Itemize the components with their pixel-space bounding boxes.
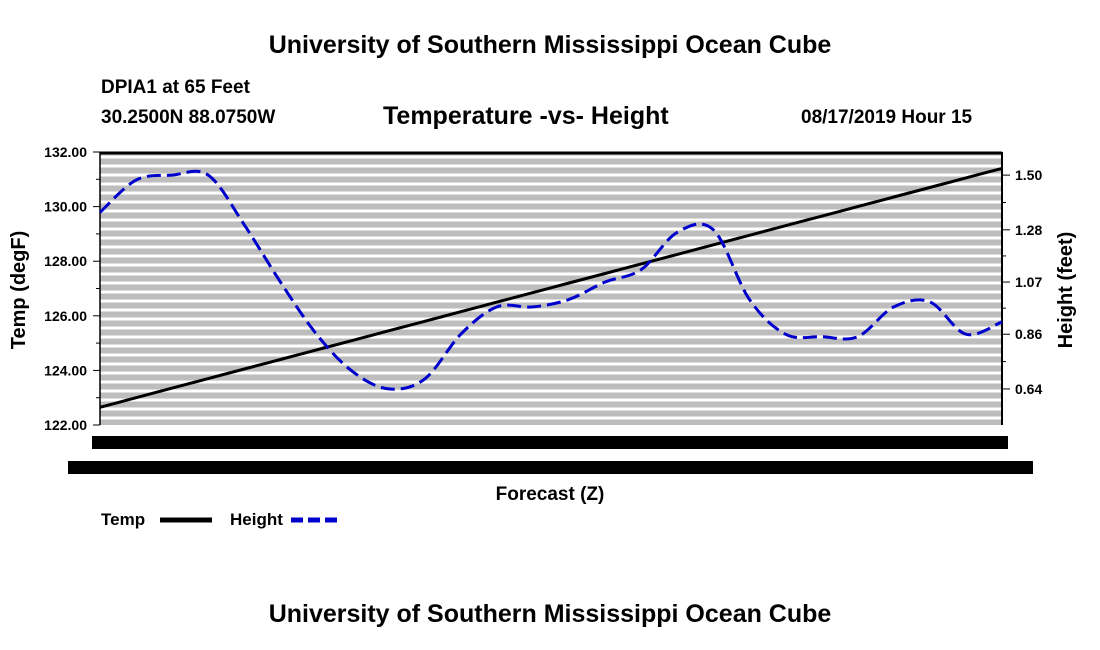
- coordinates-label: 30.2500N 88.0750W: [101, 107, 276, 128]
- left-axis-tick-label: 122.00: [44, 417, 87, 433]
- x-tick-label-band-secondary: [68, 461, 1033, 474]
- left-axis-tick-label: 130.00: [44, 199, 87, 215]
- left-axis-tick-label: 126.00: [44, 308, 87, 324]
- series-lines: [98, 166, 1003, 409]
- page-title: University of Southern Mississippi Ocean…: [268, 31, 832, 59]
- right-axis-tick-label: 1.50: [1015, 167, 1042, 183]
- station-label: DPIA1 at 65 Feet: [101, 77, 250, 98]
- chart-title: Temperature -vs- Height: [383, 102, 669, 130]
- right-axis-tick-label: 0.86: [1015, 326, 1042, 342]
- axis-ticks: 122.00 124.00 126.00 128.00 130.00 132.00 0.64…: [44, 144, 1042, 433]
- right-axis-tick-label: 0.64: [1015, 381, 1042, 397]
- legend-label-height: Height: [230, 510, 283, 529]
- footer-title: University of Southern Mississippi Ocean…: [268, 600, 832, 628]
- datetime-label: 08/17/2019 Hour 15: [801, 107, 973, 128]
- y-axis-left-title: Temp (degF): [8, 231, 30, 350]
- right-axis-tick-label: 1.07: [1015, 274, 1042, 290]
- x-axis-band: [68, 436, 1033, 474]
- y-axis-right-title: Height (feet): [1055, 232, 1077, 349]
- x-tick-label-band: [92, 436, 1008, 449]
- left-axis-tick-label: 132.00: [44, 144, 87, 160]
- left-axis-tick-label: 128.00: [44, 253, 87, 269]
- legend: Temp Height: [101, 510, 342, 529]
- series-line-height: [98, 169, 1003, 391]
- left-axis-tick-label: 124.00: [44, 362, 87, 378]
- right-axis-tick-label: 1.28: [1015, 222, 1042, 238]
- grid-lines: [100, 155, 1002, 420]
- x-axis-title: Forecast (Z): [496, 484, 605, 505]
- series-line-temp: [99, 166, 1003, 409]
- legend-label-temp: Temp: [101, 510, 145, 529]
